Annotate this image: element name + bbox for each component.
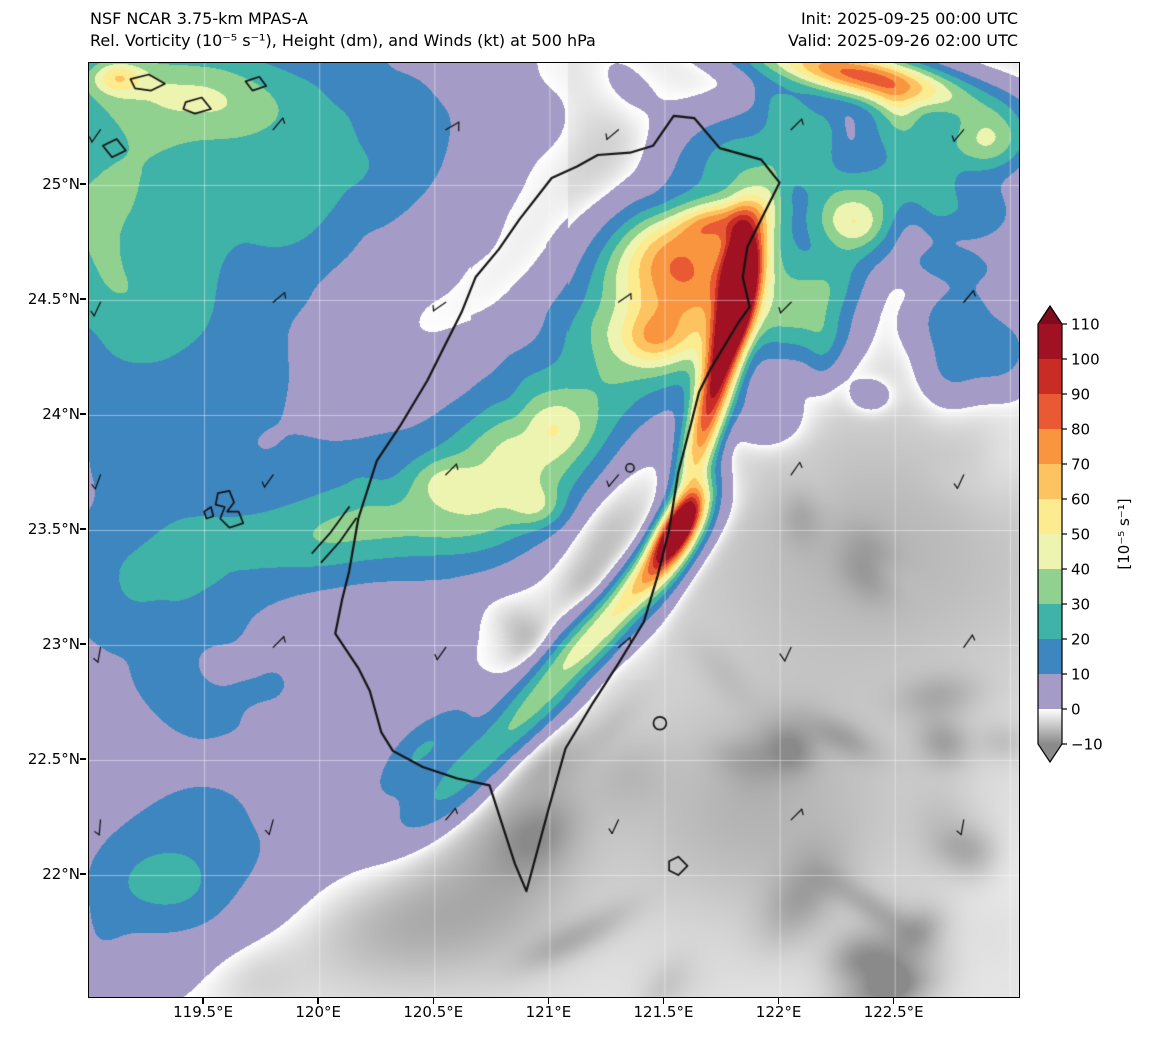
colorbar-band	[1038, 324, 1062, 359]
colorbar-band	[1038, 639, 1062, 674]
colorbar-tick-label: 50	[1071, 526, 1090, 544]
colorbar-band	[1038, 534, 1062, 569]
colorbar-under-arrow	[1038, 744, 1062, 762]
x-tick-label: 121°E	[525, 1003, 572, 1021]
x-tick-label: 119.5°E	[173, 1003, 234, 1021]
colorbar-tick-label: 30	[1071, 596, 1090, 614]
colorbar-tick-label: 100	[1071, 351, 1100, 369]
model-title: NSF NCAR 3.75-km MPAS-A	[90, 9, 308, 28]
colorbar-tick-label: 110	[1071, 316, 1100, 334]
init-time: Init: 2025-09-25 00:00 UTC	[800, 9, 1018, 28]
x-tick-label: 122.5°E	[863, 1003, 924, 1021]
colorbar-tick-label: 0	[1071, 701, 1081, 719]
y-tickmark	[80, 298, 86, 300]
y-tickmark	[80, 873, 86, 875]
map-frame	[88, 62, 1020, 998]
field-title: Rel. Vorticity (10⁻⁵ s⁻¹), Height (dm), …	[90, 31, 596, 50]
x-tickmark	[777, 998, 780, 1004]
x-tick-label: 120°E	[295, 1003, 341, 1021]
colorbar-tick-label: 40	[1071, 561, 1090, 579]
colorbar-band	[1038, 394, 1062, 429]
y-tick-label: 22°N	[42, 865, 80, 884]
x-tickmark	[432, 998, 435, 1004]
y-tickmark	[80, 183, 86, 185]
y-tick-label: 23°N	[42, 635, 80, 654]
colorbar-band	[1038, 604, 1062, 639]
plot-title-block: NSF NCAR 3.75-km MPAS-A Rel. Vorticity (…	[90, 8, 596, 52]
colorbar-gray-segment	[1038, 709, 1062, 744]
x-tickmark	[317, 998, 319, 1004]
colorbar-tick-label: 20	[1071, 631, 1090, 649]
colorbar-tick-label: 70	[1071, 456, 1090, 474]
vorticity-map-canvas	[89, 63, 1019, 997]
colorbar-tick-label: 10	[1071, 666, 1090, 684]
y-tickmark	[80, 528, 86, 530]
colorbar-band	[1038, 569, 1062, 604]
colorbar-band	[1038, 499, 1062, 534]
colorbar-unit-label: [10⁻⁵ s⁻¹]	[1115, 498, 1133, 570]
colorbar-band	[1038, 359, 1062, 394]
colorbar-tick-label: 90	[1071, 386, 1090, 404]
valid-time: Valid: 2025-09-26 02:00 UTC	[787, 31, 1018, 50]
colorbar-band	[1038, 429, 1062, 464]
y-tick-label: 23.5°N	[27, 520, 80, 538]
x-tickmark	[202, 998, 204, 1004]
colorbar-band	[1038, 674, 1062, 709]
colorbar-tick-label: 80	[1071, 421, 1090, 439]
y-tick-label: 22.5°N	[27, 750, 80, 769]
colorbar-tick-label: 60	[1071, 491, 1090, 509]
x-tick-label: 120.5°E	[403, 1003, 464, 1021]
x-tickmark	[662, 998, 665, 1004]
y-tick-label: 24°N	[42, 404, 80, 423]
x-tick-label: 122°E	[755, 1003, 802, 1021]
x-tickmark	[547, 998, 550, 1004]
x-tickmark	[892, 998, 895, 1004]
x-tick-label: 121.5°E	[633, 1003, 694, 1021]
y-tick-label: 25°N	[42, 174, 80, 193]
colorbar-over-arrow	[1038, 306, 1062, 324]
y-tickmark	[80, 643, 86, 645]
run-times-block: Init: 2025-09-25 00:00 UTC Valid: 2025-0…	[788, 8, 1018, 52]
y-tickmark	[80, 758, 86, 760]
y-tick-label: 24.5°N	[27, 289, 80, 308]
colorbar-tick-label: −10	[1071, 736, 1103, 754]
colorbar-band	[1038, 464, 1062, 499]
y-tickmark	[80, 413, 86, 415]
